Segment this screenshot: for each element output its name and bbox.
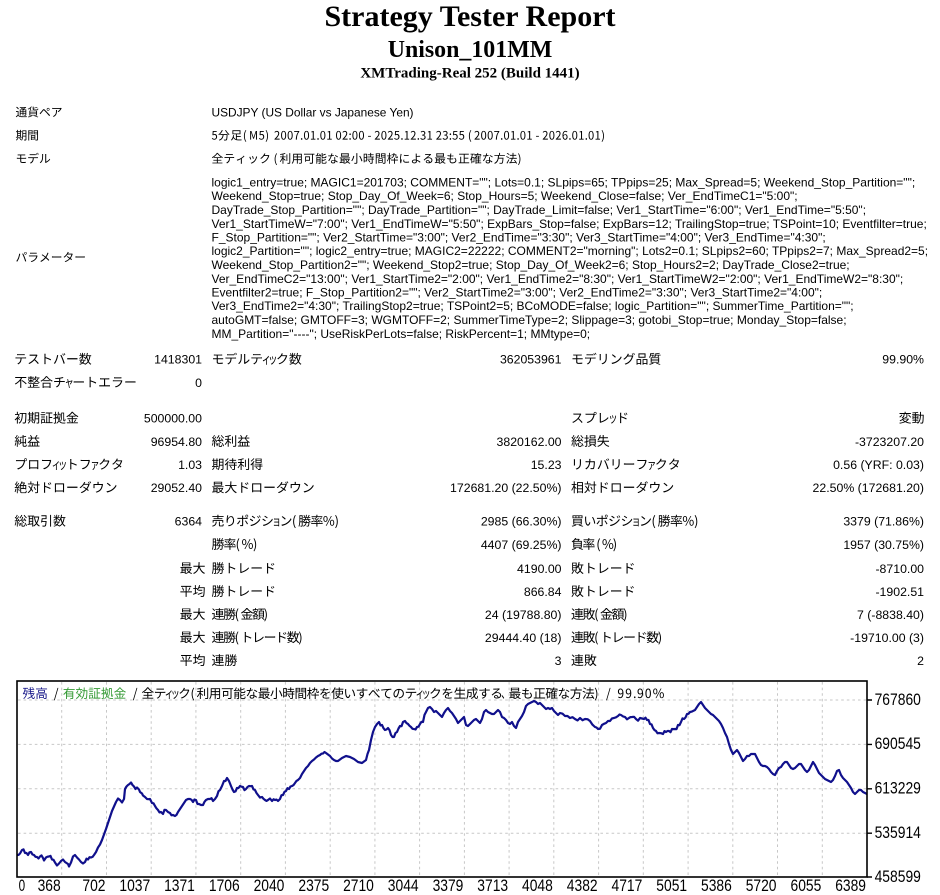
svg-text:0.56 (YRF: 0.03): 0.56 (YRF: 0.03) [833,458,924,472]
svg-text:24 (19788.80): 24 (19788.80) [485,608,562,622]
svg-text:96954.80: 96954.80 [151,435,202,449]
svg-text:6055: 6055 [791,877,822,895]
svg-text:XMTrading-Real 252 (Build 1441: XMTrading-Real 252 (Build 1441) [360,66,579,82]
svg-text:Eventfilter2=true; F_Stop_Part: Eventfilter2=true; F_Stop_Partition2="";… [212,286,823,300]
svg-text:458599: 458599 [875,868,921,886]
svg-text:USDJPY (US Dollar vs Japanese: USDJPY (US Dollar vs Japanese Yen) [212,105,414,119]
svg-text:3820162.00: 3820162.00 [497,435,562,449]
svg-text:0: 0 [19,877,26,895]
svg-text:368: 368 [38,877,61,895]
svg-text:Ver3_EndTime2="4:30"; Trailing: Ver3_EndTime2="4:30"; TrailingStop2=true… [212,299,854,313]
svg-text:99.90%: 99.90% [882,353,924,367]
svg-text:-8710.00: -8710.00 [875,562,924,576]
svg-text:6364: 6364 [175,515,203,529]
svg-text:3044: 3044 [388,877,419,895]
svg-text:2: 2 [917,654,924,668]
svg-text:3379: 3379 [433,877,464,895]
svg-text:702: 702 [82,877,105,895]
svg-text:15.23: 15.23 [531,458,562,472]
svg-text:500000.00: 500000.00 [144,412,202,426]
svg-text:1957 (30.75%): 1957 (30.75%) [843,538,924,552]
svg-text:3379 (71.86%): 3379 (71.86%) [843,515,924,529]
svg-text:5386: 5386 [701,877,732,895]
svg-text:1.03: 1.03 [178,458,202,472]
svg-text:1371: 1371 [164,877,195,895]
svg-text:1418301: 1418301 [154,353,202,367]
svg-text:2710: 2710 [343,877,374,895]
svg-text:4190.00: 4190.00 [517,562,562,576]
svg-text:1706: 1706 [209,877,240,895]
svg-text:535914: 535914 [875,824,921,842]
svg-text:2985 (66.30%): 2985 (66.30%) [481,515,562,529]
svg-text:logic2_Partition=""; logic2_en: logic2_Partition=""; logic2_entry=true; … [212,244,929,258]
svg-text:4048: 4048 [522,877,553,895]
svg-text:5051: 5051 [656,877,687,895]
svg-text:F_Stop_Partition=""; Ver2_Star: F_Stop_Partition=""; Ver2_StartTime="3:0… [212,231,826,245]
svg-text:Strategy Tester Report: Strategy Tester Report [324,0,615,33]
svg-text:Weekend_Stop_Partition2=""; We: Weekend_Stop_Partition2=""; Weekend_Stop… [212,258,850,272]
svg-text:4407 (69.25%): 4407 (69.25%) [481,538,562,552]
svg-text:0: 0 [195,376,202,390]
svg-text:Weekend_Stop=true; Stop_Day_Of: Weekend_Stop=true; Stop_Day_Of_Week=6; S… [212,189,798,203]
svg-text:22.50% (172681.20): 22.50% (172681.20) [813,481,924,495]
svg-text:29052.40: 29052.40 [151,481,202,495]
svg-text:362053961: 362053961 [500,353,562,367]
svg-text:4717: 4717 [612,877,643,895]
svg-text:-1902.51: -1902.51 [875,585,924,599]
svg-text:MM_Partition="----"; UseRiskPe: MM_Partition="----"; UseRiskPerLots=fals… [212,327,591,341]
svg-text:866.84: 866.84 [524,585,562,599]
svg-text:Ver_EndTimeC2="13:00"; Ver1_St: Ver_EndTimeC2="13:00"; Ver1_StartTime2="… [212,272,904,286]
svg-text:3: 3 [555,654,562,668]
svg-text:2040: 2040 [254,877,285,895]
svg-text:4382: 4382 [567,877,598,895]
svg-text:6389: 6389 [835,877,866,895]
svg-text:-3723207.20: -3723207.20 [855,435,924,449]
svg-text:29444.40 (18): 29444.40 (18) [485,631,562,645]
svg-text:5720: 5720 [746,877,777,895]
svg-text:1037: 1037 [119,877,150,895]
svg-text:767860: 767860 [875,691,921,709]
svg-text:2375: 2375 [298,877,329,895]
svg-text:autoGMT=false; GMTOFF=3; WGMTO: autoGMT=false; GMTOFF=3; WGMTOFF=2; Summ… [212,313,847,327]
svg-text:172681.20 (22.50%): 172681.20 (22.50%) [450,481,561,495]
svg-text:DayTrade_Stop_Partition=""; Da: DayTrade_Stop_Partition=""; DayTrade_Par… [212,203,867,217]
svg-text:logic1_entry=true; MAGIC1=2017: logic1_entry=true; MAGIC1=201703; COMMEN… [212,176,916,190]
svg-text:690545: 690545 [875,735,921,753]
svg-text:-19710.00 (3): -19710.00 (3) [850,631,924,645]
svg-text:Unison_101MM: Unison_101MM [388,37,553,63]
svg-text:Ver1_StartTimeW="7:00"; Ver1_E: Ver1_StartTimeW="7:00"; Ver1_EndTimeW="5… [212,217,927,231]
svg-text:613229: 613229 [875,780,921,798]
svg-text:7 (-8838.40): 7 (-8838.40) [857,608,924,622]
svg-text:3713: 3713 [477,877,508,895]
